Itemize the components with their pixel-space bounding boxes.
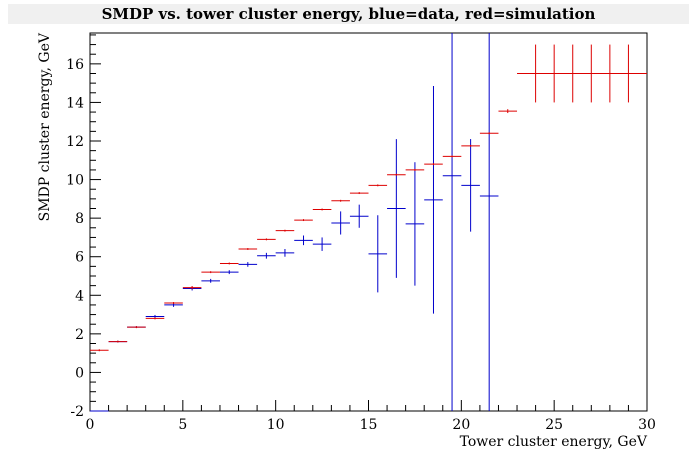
- data-point: [479, 132, 499, 135]
- x-tick-label: 30: [638, 417, 656, 433]
- data-point: [164, 302, 183, 304]
- y-tick-label: 0: [75, 365, 84, 381]
- data-point: [387, 173, 406, 176]
- data-point: [312, 208, 332, 211]
- y-axis-ticks: [90, 34, 101, 412]
- data-point: [331, 199, 350, 202]
- y-tick-label: 2: [75, 327, 84, 343]
- data-point: [201, 278, 220, 283]
- series-layer: [90, 33, 647, 412]
- y-tick-label: 14: [66, 95, 84, 111]
- data-point: [349, 192, 369, 195]
- data-point: [368, 215, 388, 293]
- y-tick-label: 12: [66, 134, 84, 150]
- data-point: [238, 248, 258, 250]
- y-axis-tick-labels: -2 0 2 4 6 8 10 12 14 16: [66, 57, 84, 420]
- y-tick-label: -2: [70, 404, 84, 420]
- x-tick-label: 15: [360, 417, 378, 433]
- data-point: [609, 44, 647, 103]
- y-tick-label: 10: [66, 173, 84, 189]
- data-point: [424, 163, 443, 166]
- x-axis-label: Tower cluster energy, GeV: [460, 434, 648, 450]
- data-point: [479, 33, 499, 411]
- x-tick-label: 25: [545, 417, 563, 433]
- data-point: [331, 211, 350, 235]
- data-point: [405, 162, 425, 286]
- data-point: [275, 229, 295, 232]
- data-point: [294, 219, 313, 222]
- chart-title: SMDP vs. tower cluster energy, blue=data…: [101, 5, 596, 23]
- x-axis-tick-labels: 0 5 10 15 20 25 30: [86, 417, 656, 433]
- y-tick-label: 16: [66, 57, 84, 73]
- data-point: [368, 184, 388, 187]
- data-point: [219, 270, 239, 275]
- data-point: [145, 317, 165, 320]
- data-point: [127, 326, 146, 329]
- x-tick-label: 5: [178, 417, 187, 433]
- y-tick-label: 6: [75, 250, 84, 266]
- data-point: [275, 249, 295, 257]
- data-point: [257, 238, 276, 241]
- data-point: [498, 109, 518, 114]
- data-point: [387, 139, 406, 278]
- data-point: [461, 144, 480, 147]
- data-point: [238, 262, 258, 267]
- data-point: [90, 349, 109, 352]
- y-tick-label: 8: [75, 211, 84, 227]
- x-tick-label: 10: [267, 417, 285, 433]
- data-point: [182, 286, 202, 290]
- x-tick-label: 0: [86, 417, 95, 433]
- series-1: [90, 44, 647, 352]
- data-point: [294, 235, 313, 246]
- y-tick-label: 4: [75, 288, 84, 304]
- data-point: [312, 237, 332, 251]
- y-axis-label: SMDP cluster energy, GeV: [37, 32, 53, 221]
- data-point: [201, 271, 220, 274]
- data-point: [424, 86, 443, 314]
- data-point: [349, 204, 369, 228]
- data-point: [405, 168, 425, 171]
- plot-frame: [89, 32, 648, 412]
- x-axis-ticks: [89, 400, 648, 411]
- data-point: [442, 33, 462, 411]
- data-point: [461, 139, 480, 232]
- title-bar: SMDP vs. tower cluster energy, blue=data…: [8, 4, 689, 24]
- data-point: [108, 340, 128, 343]
- data-point: [219, 262, 239, 265]
- data-point: [442, 155, 462, 158]
- data-point: [257, 252, 276, 259]
- x-tick-label: 20: [452, 417, 470, 433]
- series-0: [90, 33, 499, 412]
